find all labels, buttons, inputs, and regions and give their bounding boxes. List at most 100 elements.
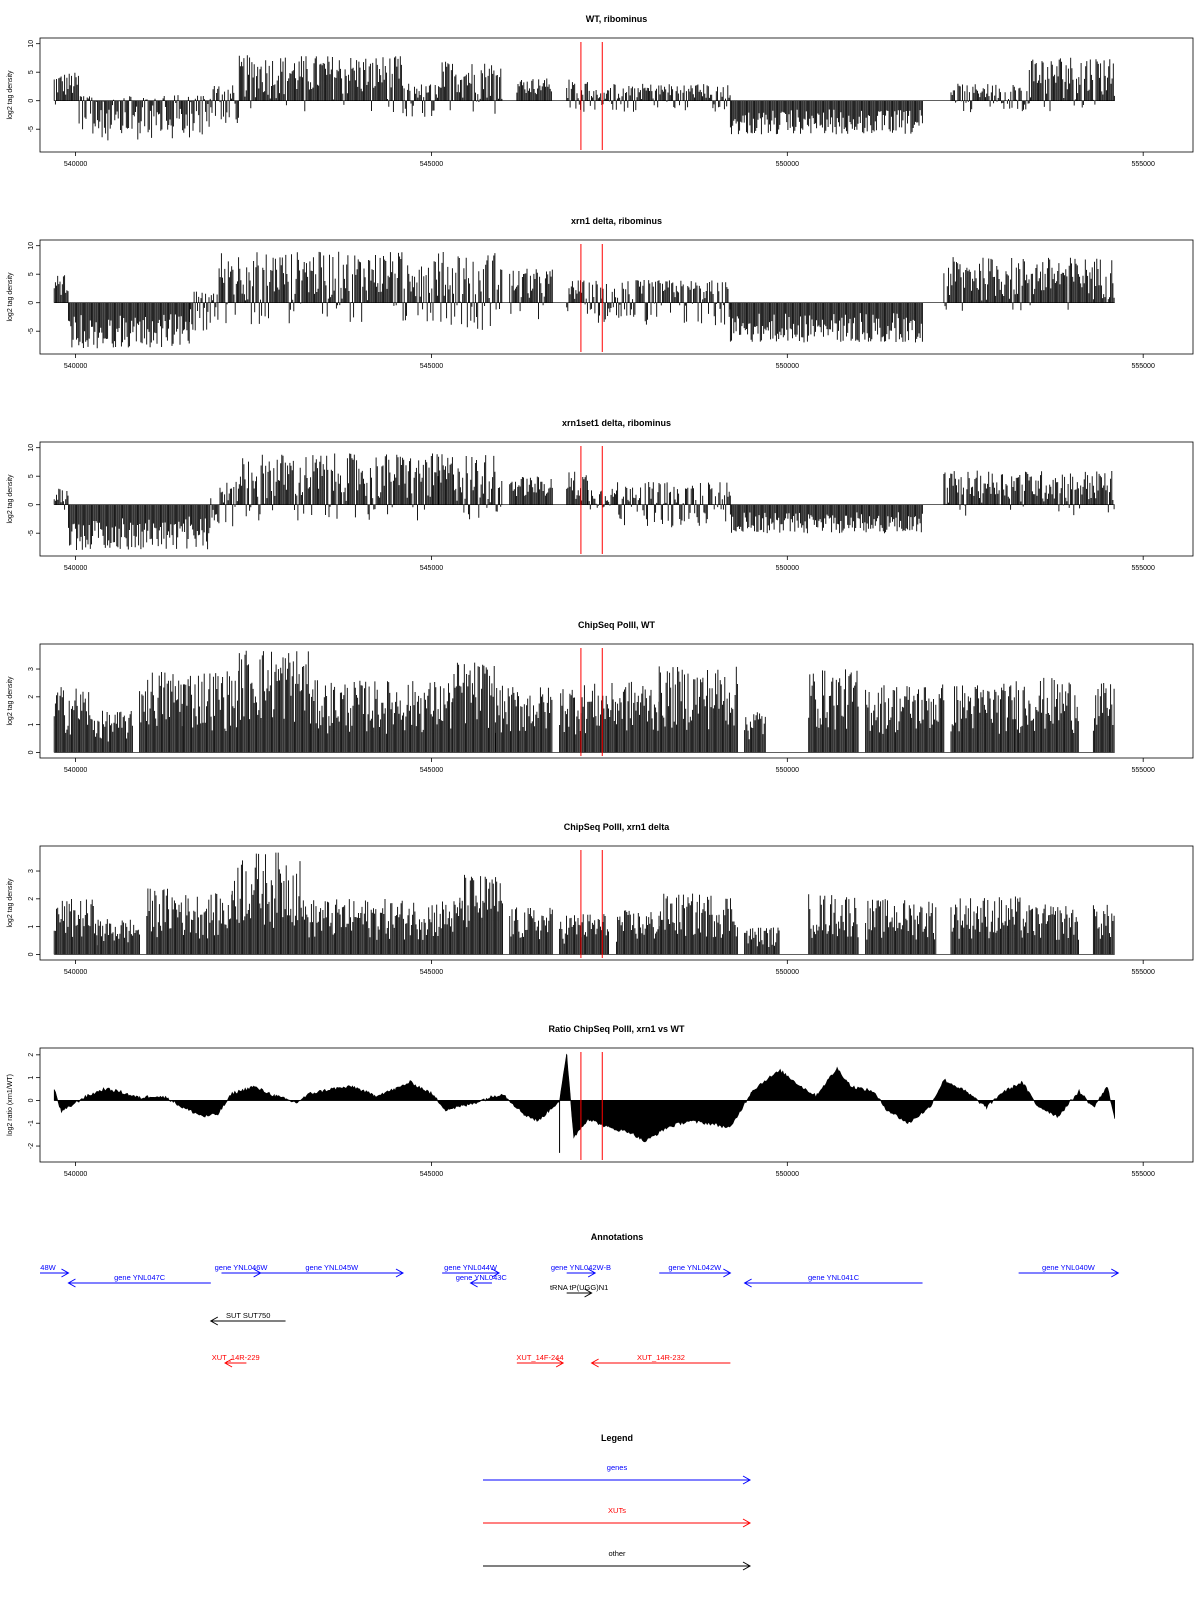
arrow-head — [587, 1268, 597, 1278]
coverage-bars — [950, 683, 1015, 753]
x-tick-label: 545000 — [420, 969, 443, 976]
annotation-feature: XUT_14F-244 — [516, 1353, 565, 1368]
coverage-bars — [452, 662, 496, 753]
x-tick-label: 555000 — [1131, 363, 1154, 370]
coverage-bars — [950, 896, 1022, 955]
coverage-bars — [744, 927, 780, 955]
x-tick-label: 540000 — [64, 969, 87, 976]
annotation-feature: 48W — [40, 1263, 70, 1278]
annotation-label: gene YNL045W — [305, 1263, 359, 1272]
y-tick-label: -1 — [28, 1120, 35, 1126]
data-segment-11 — [943, 470, 1115, 516]
coverage-bars — [559, 689, 581, 753]
chart-title: xrn1set1 delta, ribominus — [562, 418, 671, 428]
data-segment-14 — [808, 894, 859, 955]
coverage-bars — [68, 302, 190, 349]
data-segment-14 — [808, 669, 859, 753]
coverage-bars — [89, 710, 133, 753]
arrow-head — [742, 1518, 752, 1528]
data-segment-11 — [943, 257, 1115, 311]
arrow-head — [742, 1561, 752, 1571]
arrow-head — [395, 1268, 404, 1278]
data-segment-6 — [509, 268, 553, 320]
data-segment-2 — [78, 95, 211, 141]
annotation-feature: XUT_14R-232 — [590, 1353, 731, 1368]
annotation-feature: SUT SUT750 — [209, 1311, 286, 1326]
data-segment-1 — [53, 687, 90, 753]
data-segment-11 — [616, 681, 660, 753]
data-segment-3 — [210, 85, 239, 123]
data-segment-6 — [509, 476, 553, 505]
coverage-bars — [96, 919, 140, 955]
coverage-bars — [238, 55, 404, 112]
data-segment-16 — [950, 683, 1015, 753]
chart-panel-1: WT, ribominus log2 tag density -5 0 5 10 54000… — [7, 14, 1194, 168]
data-segment-2 — [96, 919, 140, 955]
coverage-bars — [238, 453, 439, 521]
coverage-bars — [1021, 904, 1079, 955]
data-segment-13 — [744, 712, 766, 753]
y-tick-label: 0 — [28, 503, 35, 507]
x-tick-label: 540000 — [64, 363, 87, 370]
coverage-bars — [1014, 677, 1079, 753]
x-tick-label: 550000 — [776, 969, 799, 976]
coverage-bars — [1092, 904, 1115, 955]
chart-panel-2: xrn1 delta, ribominus log2 tag density -5 0… — [7, 216, 1194, 370]
coverage-bars — [580, 914, 609, 955]
data-segment-9 — [559, 915, 581, 955]
data-segment-7 — [452, 662, 496, 753]
data-segment-3 — [189, 291, 218, 331]
data-segment-12 — [658, 893, 738, 955]
plot-frame — [39, 37, 1194, 153]
coverage-bars — [865, 684, 945, 753]
y-tick-label: 10 — [28, 444, 35, 452]
y-tick-label: -2 — [28, 1143, 35, 1149]
y-tick-label: 0 — [28, 301, 35, 305]
data-segment-18 — [1092, 683, 1115, 753]
y-tick-label: -5 — [28, 530, 35, 536]
coverage-bars — [616, 681, 660, 753]
x-tick-label: 550000 — [776, 767, 799, 774]
data-segment-6 — [310, 680, 453, 753]
annotation-feature: gene YNL047C — [67, 1273, 211, 1288]
annotation-label: gene YNL044W — [444, 1263, 498, 1272]
x-tick-label: 545000 — [420, 767, 443, 774]
chart-panel-6: Ratio ChipSeq PolII, xrn1 vs WT log2 rati… — [7, 1024, 1194, 1178]
x-tick-label: 545000 — [420, 1171, 443, 1178]
coverage-bars — [189, 291, 218, 331]
y-axis-label: log2 tag density — [7, 272, 14, 322]
data-segment-11 — [729, 100, 923, 135]
coverage-bars — [559, 915, 581, 955]
legend-label: other — [608, 1549, 626, 1558]
coverage-bars — [616, 280, 731, 326]
arrow-head — [491, 1268, 501, 1278]
data-segment-13 — [1028, 57, 1115, 112]
coverage-bars — [566, 79, 588, 112]
legend-item: other — [483, 1549, 752, 1571]
arrow-head — [469, 1278, 478, 1288]
coverage-bars — [509, 268, 553, 320]
y-axis-label: log2 tag density — [7, 676, 14, 726]
y-tick-label: 1 — [28, 925, 35, 929]
coverage-bars — [658, 893, 738, 955]
coverage-bars — [658, 666, 738, 753]
arrow-head — [224, 1358, 233, 1368]
data-segment-5 — [231, 852, 303, 955]
coverage-bars — [587, 90, 610, 110]
coverage-bars — [217, 251, 439, 325]
arrow-head — [743, 1278, 752, 1288]
data-segment-4 — [238, 453, 439, 521]
coverage-bars — [616, 910, 660, 955]
data-segment-3 — [146, 888, 182, 955]
arrow-head — [590, 1358, 599, 1368]
annotation-label: gene YNL041C — [808, 1273, 860, 1282]
annotation-label: gene YNL043C — [456, 1273, 508, 1282]
data-segment-5 — [438, 252, 503, 330]
x-tick-label: 555000 — [1131, 1171, 1154, 1178]
data-segment-8 — [495, 685, 553, 753]
legend-title: Legend — [601, 1433, 633, 1443]
chart-title: ChipSeq PolII, WT — [578, 620, 655, 630]
annotation-label: gene YNL042W-B — [551, 1263, 611, 1272]
annotation-label: XUT_14R-229 — [212, 1353, 260, 1362]
y-tick-label: 1 — [28, 1076, 35, 1080]
